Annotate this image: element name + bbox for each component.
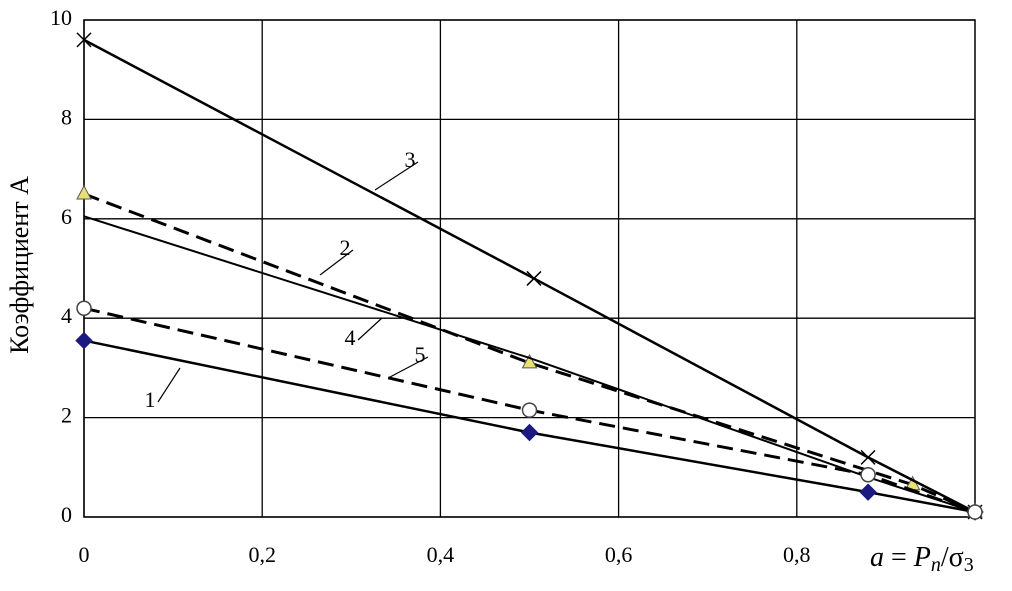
marker [526,270,542,286]
x-tick-label: 0,2 [248,542,276,567]
marker [520,423,539,442]
series-line [83,38,976,514]
marker [76,184,92,200]
x-label-part: P [913,542,931,573]
y-tick-label: 10 [50,5,72,30]
leader-line [389,356,429,378]
marker [76,300,92,317]
x-tick-label: 0,8 [783,542,811,567]
y-tick-label: 6 [61,204,72,229]
marker [521,353,538,369]
marker [76,32,92,48]
x-label-part: n [931,554,941,576]
x-tick-label: 0,6 [605,542,633,567]
series-line [83,306,976,514]
marker [859,483,877,501]
y-tick-label: 4 [61,303,72,328]
marker [860,467,876,483]
x-label-part: /σ [941,542,964,573]
x-label-part: = [884,542,914,573]
leader-line [374,161,419,191]
series-line [83,339,976,514]
x-axis-label: a = Pn/σ3 [870,542,974,575]
x-label-part: 3 [964,554,974,576]
x-tick-label: 0,4 [427,542,455,567]
x-tick-label: 0 [79,542,90,567]
y-tick-label: 2 [61,403,72,428]
series-line [83,192,976,514]
series-label: 1 [145,387,156,412]
leader-line [357,317,383,341]
x-label-part: a [870,542,884,573]
marker [860,449,876,465]
y-axis-label: Коэффициент А [5,176,34,354]
leader-line [319,249,354,276]
series-label: 2 [340,235,351,260]
y-tick-label: 0 [61,502,72,527]
series-label: 4 [345,325,356,350]
marker [75,331,93,350]
series-label: 3 [405,147,416,172]
marker [521,402,538,418]
leader-line [157,367,181,403]
marker [967,504,983,520]
y-tick-label: 8 [61,104,72,129]
series-line [83,215,976,513]
series-label: 5 [415,342,426,367]
